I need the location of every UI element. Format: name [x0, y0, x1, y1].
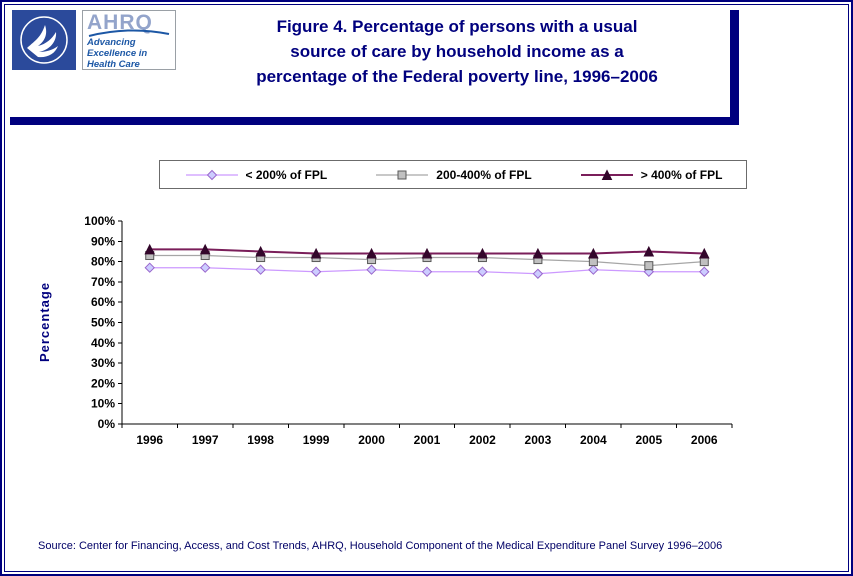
svg-text:1998: 1998: [247, 433, 274, 447]
header-rule-horizontal: [10, 117, 739, 125]
svg-text:2006: 2006: [691, 433, 718, 447]
svg-text:2005: 2005: [635, 433, 662, 447]
svg-text:0%: 0%: [98, 417, 116, 431]
svg-text:2001: 2001: [414, 433, 441, 447]
svg-text:40%: 40%: [91, 336, 115, 350]
legend-label: < 200% of FPL: [245, 167, 328, 182]
svg-text:1996: 1996: [136, 433, 163, 447]
figure-title: Figure 4. Percentage of persons with a u…: [256, 17, 658, 86]
svg-text:2004: 2004: [580, 433, 607, 447]
ahrq-logo: AHRQ Advancing Excellence in Health Care: [82, 10, 176, 70]
hhs-eagle-icon: [12, 10, 76, 70]
hhs-logo: [12, 10, 76, 70]
legend-swatch-triangle: [579, 168, 635, 182]
svg-text:20%: 20%: [91, 376, 115, 390]
svg-text:80%: 80%: [91, 255, 115, 269]
svg-text:70%: 70%: [91, 275, 115, 289]
legend-label: > 400% of FPL: [640, 167, 723, 182]
svg-text:10%: 10%: [91, 397, 115, 411]
svg-text:100%: 100%: [84, 214, 115, 228]
legend-label: 200-400% of FPL: [436, 167, 532, 182]
svg-text:50%: 50%: [91, 316, 115, 330]
svg-text:2002: 2002: [469, 433, 496, 447]
svg-text:2000: 2000: [358, 433, 385, 447]
svg-text:1997: 1997: [192, 433, 219, 447]
legend: < 200% of FPL 200-400% of FPL > 400% of …: [159, 160, 747, 189]
svg-text:60%: 60%: [91, 295, 115, 309]
legend-item: > 400% of FPL: [579, 167, 723, 182]
line-chart: 0% 10% 20% 30% 40% 50% 60% 70% 80% 90% 100% 1996 199…: [84, 214, 733, 447]
legend-item: 200-400% of FPL: [374, 167, 532, 182]
source-note: Source: Center for Financing, Access, an…: [38, 540, 723, 552]
legend-item: < 200% of FPL: [184, 167, 328, 182]
svg-text:90%: 90%: [91, 234, 115, 248]
svg-text:1999: 1999: [303, 433, 330, 447]
y-axis-title: Percentage: [37, 281, 52, 363]
legend-swatch-square: [374, 168, 430, 182]
ahrq-wordmark: AHRQ: [87, 11, 153, 34]
legend-swatch-diamond: [184, 168, 240, 182]
header-rule-vertical: [730, 10, 739, 125]
svg-text:30%: 30%: [91, 356, 115, 370]
svg-text:2003: 2003: [525, 433, 552, 447]
ahrq-tagline: Advancing Excellence in Health Care: [87, 37, 148, 70]
ahrq-swoosh-icon: [88, 29, 170, 37]
